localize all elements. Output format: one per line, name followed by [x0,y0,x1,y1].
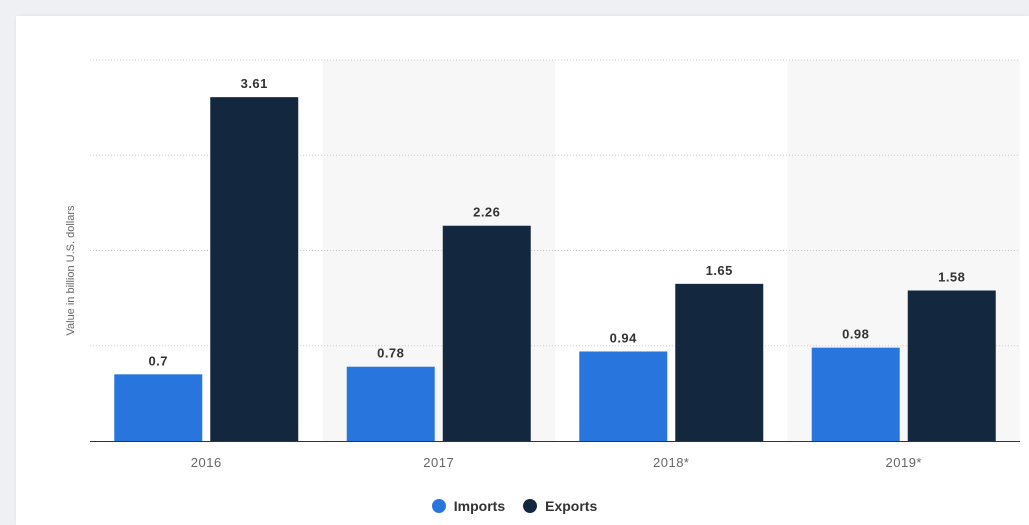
data-label-exports-2: 1.65 [706,263,733,278]
gridlines [90,59,1020,347]
bar-chart: 0.7 3.61 0.78 2.26 0.94 1.65 0.98 1.58 2016 2017… [65,59,1020,470]
bar-exports-1[interactable] [442,225,531,441]
x-tick-labels: 2016 2017 2018* 2019* [191,455,922,470]
data-label-exports-1: 2.26 [473,205,500,220]
legend-exports-label: Exports [545,498,598,514]
x-tick-label: 2019* [886,455,922,470]
x-tick-label: 2018* [653,455,689,470]
bar-exports-0[interactable] [210,97,299,442]
bar-exports-3[interactable] [907,290,996,441]
bar-imports-0[interactable] [114,374,203,441]
bar-exports-2[interactable] [675,283,764,441]
bar-imports-1[interactable] [346,366,435,441]
data-label-exports-0: 3.61 [241,76,268,91]
legend-imports-label: Imports [453,498,506,514]
y-axis-title: Value in billion U.S. dollars [65,205,77,336]
bars [114,97,996,442]
legend-item-exports[interactable]: Exports [523,498,597,514]
legend-item-imports[interactable]: Imports [431,498,506,514]
data-label-imports-1: 0.78 [377,346,404,361]
legend: Imports Exports [0,498,1029,514]
bar-imports-2[interactable] [579,351,668,441]
data-label-exports-3: 1.58 [938,270,965,285]
legend-imports-dot-icon [431,499,446,513]
x-tick-label: 2017 [423,455,454,470]
data-label-imports-0: 0.7 [148,353,168,368]
data-labels: 0.7 3.61 0.78 2.26 0.94 1.65 0.98 1.58 [148,76,965,368]
x-tick-label: 2016 [191,455,222,470]
data-label-imports-3: 0.98 [842,327,869,342]
data-label-imports-2: 0.94 [610,330,638,345]
bar-imports-3[interactable] [811,347,900,441]
legend-exports-dot-icon [523,499,538,513]
